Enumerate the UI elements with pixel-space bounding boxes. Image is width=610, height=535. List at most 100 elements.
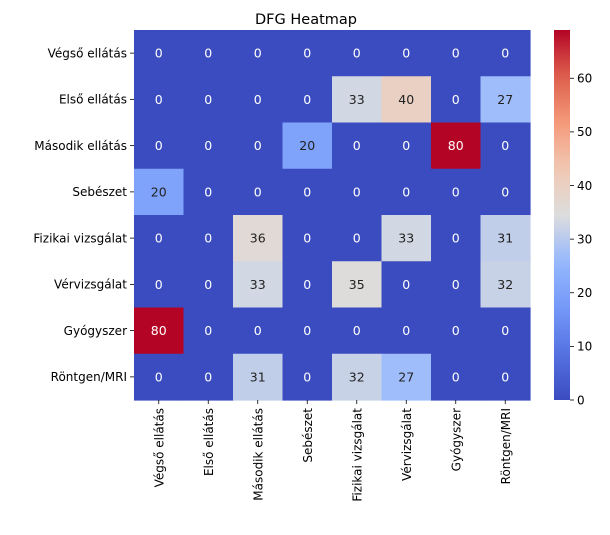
x-tick-labels: Végső ellátás Első ellátás Második ellátás… (152, 400, 513, 502)
heatmap-cell (233, 215, 284, 262)
heatmap-cell (431, 307, 482, 355)
cell-value-label: 0 (501, 323, 509, 338)
cell-value-label: 31 (250, 369, 266, 384)
cell-value-label: 0 (254, 184, 262, 199)
y-tick-label: Második ellátás (34, 139, 127, 153)
heatmap-cell (431, 76, 482, 124)
cell-value-label: 0 (303, 46, 311, 61)
cell-value-label: 0 (303, 92, 311, 107)
heatmap-cell (233, 122, 284, 170)
heatmap-cell (233, 76, 284, 124)
heatmap-cell (183, 122, 234, 170)
cell-value-label: 27 (398, 369, 414, 384)
cell-value-label: 0 (204, 231, 212, 246)
colorbar-gradient (554, 30, 570, 400)
cell-value-label: 0 (452, 231, 460, 246)
heatmap-cell (480, 307, 531, 355)
cell-value-label: 0 (155, 92, 163, 107)
cell-value-label: 0 (501, 138, 509, 153)
heatmap-cell (332, 30, 383, 77)
cell-value-label: 0 (303, 277, 311, 292)
cell-value-label: 20 (151, 184, 167, 199)
heatmap-cell (233, 30, 284, 77)
heatmap-cell (480, 168, 531, 216)
heatmap-cell (480, 215, 531, 262)
heatmap-cell (282, 168, 333, 216)
cell-value-label: 0 (254, 138, 262, 153)
cell-value-label: 0 (204, 92, 212, 107)
cell-value-label: 0 (204, 46, 212, 61)
cell-value-label: 0 (303, 231, 311, 246)
heatmap-cell (282, 30, 333, 77)
heatmap-cell (134, 122, 185, 170)
cell-value-label: 0 (353, 184, 361, 199)
x-tick-label: Végső ellátás (152, 408, 166, 487)
cell-value-label: 0 (155, 369, 163, 384)
cell-value-label: 0 (353, 323, 361, 338)
heatmap-cell (480, 261, 531, 309)
x-tick-label: Első ellátás (202, 408, 216, 476)
y-tick-labels: Végső ellátás Első ellátás Második ellátás… (33, 46, 134, 384)
colorbar-tick-label: 60 (577, 72, 592, 86)
heatmap-cell (134, 261, 185, 309)
heatmap-cell (332, 261, 383, 309)
heatmap-cell (381, 30, 432, 77)
cell-value-label: 0 (204, 369, 212, 384)
heatmap-cell (282, 261, 333, 309)
heatmap-cell (381, 168, 432, 216)
cell-value-label: 0 (452, 92, 460, 107)
cell-value-label: 0 (204, 138, 212, 153)
cell-value-label: 36 (250, 231, 266, 246)
heatmap-cell (183, 30, 234, 77)
cell-value-label: 0 (353, 46, 361, 61)
heatmap-cell (332, 307, 383, 355)
cell-value-label: 0 (155, 138, 163, 153)
heatmap-cell (134, 307, 185, 355)
x-tick-label: Vérvizsgálat (400, 408, 414, 481)
heatmap-cell (332, 168, 383, 216)
heatmap-cell (431, 353, 482, 401)
cell-value-label: 0 (155, 46, 163, 61)
x-tick-label: Gyógyszer (449, 408, 463, 471)
cell-value-label: 0 (402, 277, 410, 292)
heatmap-cell (381, 122, 432, 170)
heatmap-cell (134, 215, 185, 262)
colorbar-tick-label: 20 (577, 286, 592, 300)
heatmap-cell (183, 168, 234, 216)
heatmap-cell (134, 30, 185, 77)
cell-value-label: 20 (299, 138, 315, 153)
heatmap-cell (282, 122, 333, 170)
heatmap-cell (332, 76, 383, 124)
heatmap-cell (332, 353, 383, 401)
heatmap-cell (381, 76, 432, 124)
colorbar-tick-label: 0 (577, 393, 585, 407)
heatmap-cell (233, 261, 284, 309)
cell-value-label: 0 (254, 46, 262, 61)
heatmap-cell (183, 307, 234, 355)
cell-value-label: 0 (402, 138, 410, 153)
colorbar-tick-label: 10 (577, 340, 592, 354)
cell-value-label: 35 (349, 277, 365, 292)
heatmap-cell (480, 122, 531, 170)
heatmap-cell (282, 215, 333, 262)
x-tick-label: Fizikai vizsgálat (350, 408, 364, 502)
cell-value-label: 0 (402, 46, 410, 61)
cell-value-label: 0 (303, 184, 311, 199)
cell-value-label: 0 (452, 277, 460, 292)
cell-value-label: 32 (497, 277, 513, 292)
cell-value-label: 0 (353, 231, 361, 246)
y-tick-label: Végső ellátás (48, 46, 127, 60)
y-tick-label: Vérvizsgálat (54, 278, 127, 292)
cell-value-label: 27 (497, 92, 513, 107)
y-tick-label: Röntgen/MRI (51, 370, 127, 384)
cell-value-label: 0 (204, 277, 212, 292)
cell-value-label: 31 (497, 231, 513, 246)
heatmap-cell (332, 215, 383, 262)
cell-value-label: 0 (155, 231, 163, 246)
heatmap-cell (233, 307, 284, 355)
heatmap-cell (233, 353, 284, 401)
heatmap-cells: 0 0 0 0 0 0 0 0 0 0 0 0 33 40 0 27 0 0 0 20 0 0 80 0 20 0 0 0 0 0 0 0 0 0… (134, 30, 531, 401)
cell-value-label: 0 (353, 138, 361, 153)
cell-value-label: 0 (155, 277, 163, 292)
